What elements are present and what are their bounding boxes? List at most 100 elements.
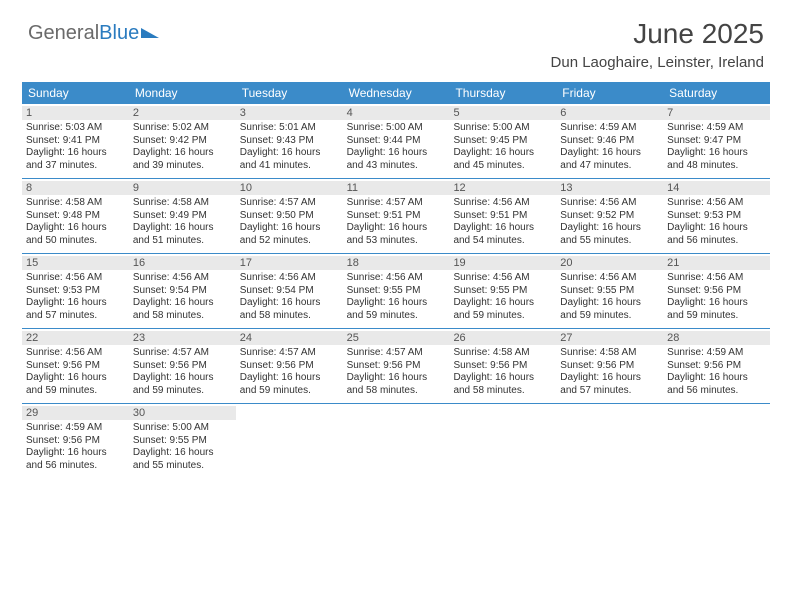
sunset-text: Sunset: 9:56 PM <box>133 360 232 373</box>
sunrise-text: Sunrise: 4:59 AM <box>667 122 766 135</box>
day-number: 26 <box>449 331 556 345</box>
calendar-cell: 7Sunrise: 4:59 AMSunset: 9:47 PMDaylight… <box>663 104 770 178</box>
sunset-text: Sunset: 9:46 PM <box>560 135 659 148</box>
daylight-text: Daylight: 16 hours <box>26 147 125 160</box>
daylight-text: Daylight: 16 hours <box>347 222 446 235</box>
calendar-week: 1Sunrise: 5:03 AMSunset: 9:41 PMDaylight… <box>22 104 770 178</box>
brand-logo: GeneralBlue <box>28 22 159 45</box>
calendar-cell: 4Sunrise: 5:00 AMSunset: 9:44 PMDaylight… <box>343 104 450 178</box>
sunset-text: Sunset: 9:53 PM <box>26 285 125 298</box>
calendar-week: 15Sunrise: 4:56 AMSunset: 9:53 PMDayligh… <box>22 253 770 328</box>
sunset-text: Sunset: 9:56 PM <box>26 360 125 373</box>
calendar-cell: 5Sunrise: 5:00 AMSunset: 9:45 PMDaylight… <box>449 104 556 178</box>
day-number: 28 <box>663 331 770 345</box>
daylight-text: and 45 minutes. <box>453 160 552 173</box>
day-number: 22 <box>22 331 129 345</box>
day-number: 18 <box>343 256 450 270</box>
daylight-text: Daylight: 16 hours <box>26 372 125 385</box>
day-header: Sunday <box>22 82 129 104</box>
location-text: Dun Laoghaire, Leinster, Ireland <box>551 54 764 71</box>
daylight-text: Daylight: 16 hours <box>133 222 232 235</box>
day-number: 6 <box>556 106 663 120</box>
sunrise-text: Sunrise: 4:59 AM <box>560 122 659 135</box>
calendar-cell: 24Sunrise: 4:57 AMSunset: 9:56 PMDayligh… <box>236 329 343 403</box>
calendar-cell: 13Sunrise: 4:56 AMSunset: 9:52 PMDayligh… <box>556 179 663 253</box>
sunrise-text: Sunrise: 4:58 AM <box>26 197 125 210</box>
sunrise-text: Sunrise: 5:00 AM <box>453 122 552 135</box>
daylight-text: and 59 minutes. <box>667 310 766 323</box>
daylight-text: Daylight: 16 hours <box>133 147 232 160</box>
daylight-text: and 39 minutes. <box>133 160 232 173</box>
calendar-cell: 25Sunrise: 4:57 AMSunset: 9:56 PMDayligh… <box>343 329 450 403</box>
calendar-cell: 10Sunrise: 4:57 AMSunset: 9:50 PMDayligh… <box>236 179 343 253</box>
day-number: 15 <box>22 256 129 270</box>
daylight-text: Daylight: 16 hours <box>453 297 552 310</box>
sunset-text: Sunset: 9:49 PM <box>133 210 232 223</box>
sunrise-text: Sunrise: 4:57 AM <box>347 197 446 210</box>
sunset-text: Sunset: 9:54 PM <box>240 285 339 298</box>
daylight-text: and 59 minutes. <box>26 385 125 398</box>
daylight-text: and 52 minutes. <box>240 235 339 248</box>
sunrise-text: Sunrise: 4:56 AM <box>133 272 232 285</box>
daylight-text: Daylight: 16 hours <box>453 372 552 385</box>
calendar-cell: 16Sunrise: 4:56 AMSunset: 9:54 PMDayligh… <box>129 254 236 328</box>
daylight-text: Daylight: 16 hours <box>347 297 446 310</box>
calendar-cell: 8Sunrise: 4:58 AMSunset: 9:48 PMDaylight… <box>22 179 129 253</box>
sunset-text: Sunset: 9:56 PM <box>667 360 766 373</box>
day-header-row: Sunday Monday Tuesday Wednesday Thursday… <box>22 82 770 104</box>
daylight-text: and 55 minutes. <box>560 235 659 248</box>
sunrise-text: Sunrise: 4:58 AM <box>453 347 552 360</box>
sunset-text: Sunset: 9:56 PM <box>667 285 766 298</box>
sunset-text: Sunset: 9:52 PM <box>560 210 659 223</box>
daylight-text: Daylight: 16 hours <box>133 372 232 385</box>
day-number: 12 <box>449 181 556 195</box>
sunrise-text: Sunrise: 5:02 AM <box>133 122 232 135</box>
sunrise-text: Sunrise: 4:56 AM <box>453 197 552 210</box>
daylight-text: Daylight: 16 hours <box>347 372 446 385</box>
sunset-text: Sunset: 9:56 PM <box>453 360 552 373</box>
calendar-week: 8Sunrise: 4:58 AMSunset: 9:48 PMDaylight… <box>22 178 770 253</box>
sunset-text: Sunset: 9:45 PM <box>453 135 552 148</box>
daylight-text: Daylight: 16 hours <box>133 297 232 310</box>
sunset-text: Sunset: 9:50 PM <box>240 210 339 223</box>
day-number: 14 <box>663 181 770 195</box>
calendar-cell: 2Sunrise: 5:02 AMSunset: 9:42 PMDaylight… <box>129 104 236 178</box>
day-header: Friday <box>556 82 663 104</box>
daylight-text: Daylight: 16 hours <box>560 297 659 310</box>
page-title: June 2025 <box>551 18 764 50</box>
calendar-cell: 14Sunrise: 4:56 AMSunset: 9:53 PMDayligh… <box>663 179 770 253</box>
calendar-cell: 28Sunrise: 4:59 AMSunset: 9:56 PMDayligh… <box>663 329 770 403</box>
calendar-cell: 12Sunrise: 4:56 AMSunset: 9:51 PMDayligh… <box>449 179 556 253</box>
day-number: 21 <box>663 256 770 270</box>
day-number: 16 <box>129 256 236 270</box>
sunset-text: Sunset: 9:55 PM <box>453 285 552 298</box>
sunrise-text: Sunrise: 4:58 AM <box>133 197 232 210</box>
calendar-cell: 19Sunrise: 4:56 AMSunset: 9:55 PMDayligh… <box>449 254 556 328</box>
sunset-text: Sunset: 9:55 PM <box>347 285 446 298</box>
calendar-grid: Sunday Monday Tuesday Wednesday Thursday… <box>22 82 770 478</box>
sunset-text: Sunset: 9:43 PM <box>240 135 339 148</box>
day-header: Thursday <box>449 82 556 104</box>
day-number: 8 <box>22 181 129 195</box>
day-number: 1 <box>22 106 129 120</box>
sunset-text: Sunset: 9:41 PM <box>26 135 125 148</box>
daylight-text: and 53 minutes. <box>347 235 446 248</box>
sunrise-text: Sunrise: 4:57 AM <box>240 197 339 210</box>
calendar-cell: 15Sunrise: 4:56 AMSunset: 9:53 PMDayligh… <box>22 254 129 328</box>
daylight-text: Daylight: 16 hours <box>240 222 339 235</box>
day-number: 30 <box>129 406 236 420</box>
sunrise-text: Sunrise: 4:56 AM <box>560 197 659 210</box>
daylight-text: Daylight: 16 hours <box>453 222 552 235</box>
sunrise-text: Sunrise: 4:57 AM <box>240 347 339 360</box>
daylight-text: Daylight: 16 hours <box>26 297 125 310</box>
calendar-cell: 27Sunrise: 4:58 AMSunset: 9:56 PMDayligh… <box>556 329 663 403</box>
daylight-text: and 56 minutes. <box>667 385 766 398</box>
header-right: June 2025 Dun Laoghaire, Leinster, Irela… <box>551 18 764 71</box>
daylight-text: and 58 minutes. <box>240 310 339 323</box>
daylight-text: and 57 minutes. <box>560 385 659 398</box>
daylight-text: and 58 minutes. <box>453 385 552 398</box>
day-number: 27 <box>556 331 663 345</box>
daylight-text: Daylight: 16 hours <box>667 147 766 160</box>
sunset-text: Sunset: 9:56 PM <box>26 435 125 448</box>
daylight-text: Daylight: 16 hours <box>240 372 339 385</box>
